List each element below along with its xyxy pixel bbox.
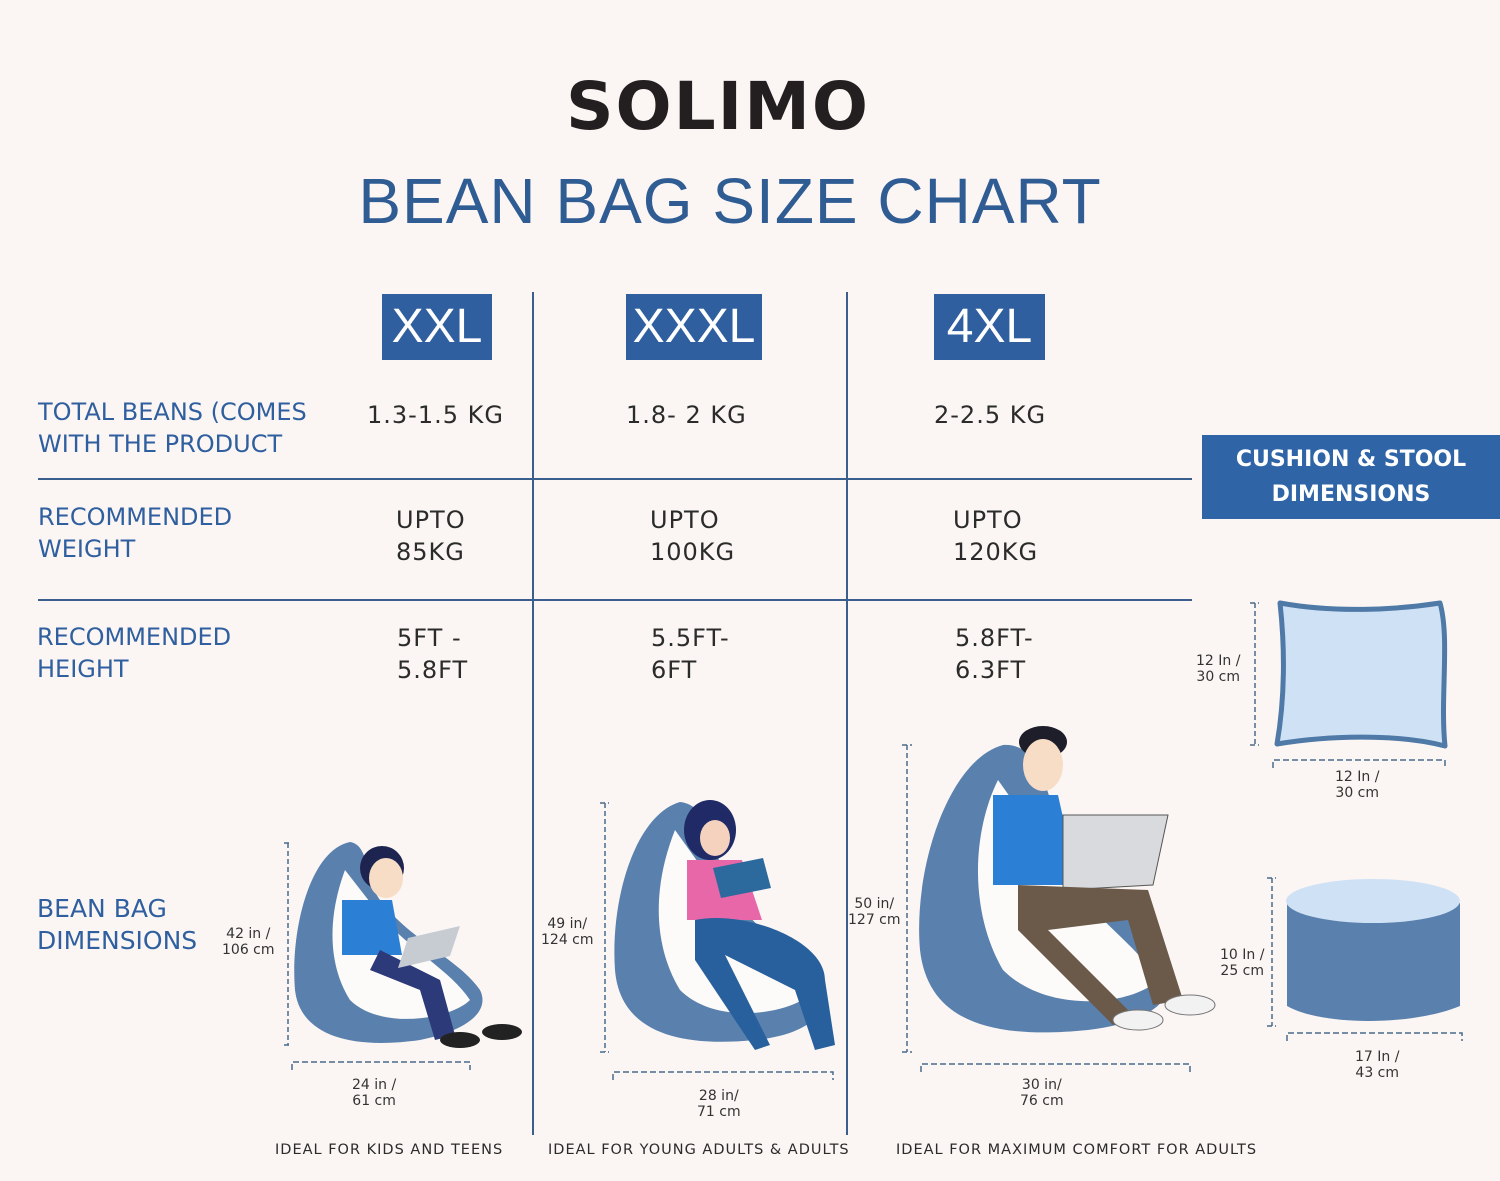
size-badge-xxxl: XXXL xyxy=(626,294,762,360)
xxxl-width-dimension: 28 in/ 71 cm xyxy=(697,1088,741,1120)
cushion-width-dimension: 12 In / 30 cm xyxy=(1335,769,1380,801)
row-divider xyxy=(38,599,1192,601)
row-label-dimensions: BEAN BAG DIMENSIONS xyxy=(37,894,198,955)
beans-xxxl: 1.8- 2 KG xyxy=(626,401,747,429)
4xl-width-dimension: 30 in/ 76 cm xyxy=(1020,1077,1064,1109)
cushion-illustration xyxy=(1250,600,1448,768)
stool-height-dimension: 10 In / 25 cm xyxy=(1220,947,1265,979)
caption-4xl: IDEAL FOR MAXIMUM COMFORT FOR ADULTS xyxy=(896,1142,1258,1158)
row-label-beans: TOTAL BEANS (COMES WITH THE PRODUCT xyxy=(38,398,307,458)
cushion-stool-heading: CUSHION & STOOL DIMENSIONS xyxy=(1202,435,1500,519)
4xl-height-dimension: 50 in/ 127 cm xyxy=(848,896,901,928)
row-divider xyxy=(38,478,1192,480)
xxl-bean-bag-illustration xyxy=(284,842,522,1070)
height-xxxl: 5.5FT- 6FT xyxy=(651,624,730,684)
beans-xxl: 1.3-1.5 KG xyxy=(367,401,504,429)
beans-4xl: 2-2.5 KG xyxy=(934,401,1047,429)
4xl-bean-bag-illustration xyxy=(902,726,1216,1072)
column-divider xyxy=(532,292,534,1135)
xxxl-bean-bag-illustration xyxy=(600,800,835,1080)
page-title: BEAN BAG SIZE CHART xyxy=(358,165,1102,237)
caption-xxxl: IDEAL FOR YOUNG ADULTS & ADULTS xyxy=(548,1142,850,1158)
column-divider xyxy=(846,292,848,1135)
height-4xl: 5.8FT- 6.3FT xyxy=(955,624,1034,684)
height-xxl: 5FT - 5.8FT xyxy=(397,624,469,684)
weight-4xl: UPTO 120KG xyxy=(953,506,1039,566)
size-badge-4xl: 4XL xyxy=(934,294,1045,360)
xxl-height-dimension: 42 in / 106 cm xyxy=(222,926,275,958)
stool-illustration xyxy=(1267,877,1463,1041)
row-label-weight: RECOMMENDED WEIGHT xyxy=(38,503,233,563)
row-label-height: RECOMMENDED HEIGHT xyxy=(37,623,232,683)
xxxl-height-dimension: 49 in/ 124 cm xyxy=(541,916,594,948)
caption-xxl: IDEAL FOR KIDS AND TEENS xyxy=(275,1142,504,1158)
xxl-width-dimension: 24 in / 61 cm xyxy=(352,1077,397,1109)
brand-logo: SOLIMO xyxy=(565,68,871,145)
weight-xxxl: UPTO 100KG xyxy=(650,506,736,566)
size-badge-xxl: XXL xyxy=(382,294,492,360)
weight-xxl: UPTO 85KG xyxy=(396,506,466,566)
cushion-height-dimension: 12 In / 30 cm xyxy=(1196,653,1241,685)
stool-width-dimension: 17 In / 43 cm xyxy=(1355,1049,1400,1081)
